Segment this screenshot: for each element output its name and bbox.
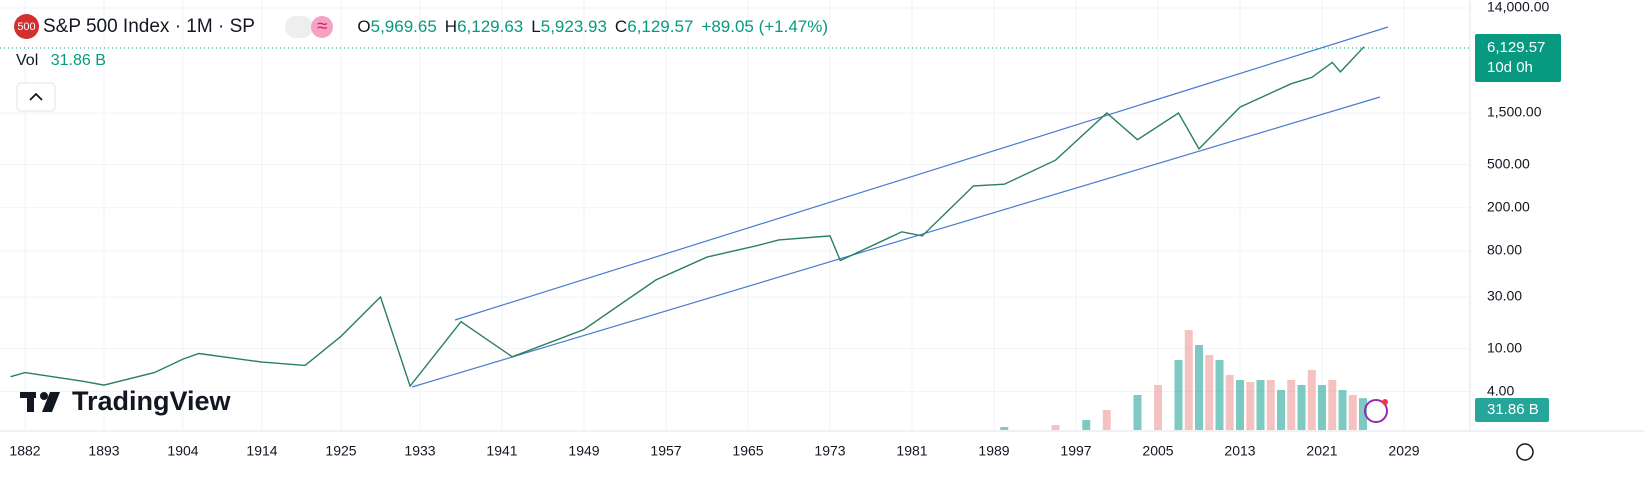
x-tick-label: 1957 [650, 443, 681, 459]
low-label: L [531, 16, 541, 36]
x-tick-label: 1981 [896, 443, 927, 459]
price-badge-countdown: 10d 0h [1487, 59, 1533, 76]
volume-bar [1195, 345, 1203, 430]
legend-header: 500 S&P 500 Index · 1M · SP ≈ O 5,969.65 … [14, 14, 828, 39]
alert-icon[interactable] [1364, 399, 1388, 423]
x-tick-label: 1965 [732, 443, 763, 459]
x-tick-label: 1973 [814, 443, 845, 459]
y-tick-label: 1,500.00 [1487, 104, 1542, 120]
open-value: 5,969.65 [370, 16, 437, 36]
y-tick-label: 30.00 [1487, 288, 1522, 304]
volume-bar [1256, 380, 1265, 430]
channel-upper [454, 26, 1389, 321]
settings-icon[interactable] [1516, 443, 1534, 461]
alert-dot [1382, 399, 1388, 405]
x-tick-label: 1941 [486, 443, 517, 459]
toggle-left[interactable] [284, 15, 313, 38]
volume-legend: Vol 31.86 B [16, 52, 106, 70]
vol-value: 31.86 B [50, 52, 106, 69]
x-tick-label: 2029 [1388, 443, 1419, 459]
volume-bar [1082, 420, 1091, 430]
x-tick-label: 2005 [1142, 443, 1173, 459]
volume-bar [1348, 395, 1357, 430]
low-value: 5,923.93 [540, 16, 607, 36]
volume-bar [1328, 380, 1337, 430]
x-tick-label: 1989 [978, 443, 1009, 459]
volume-bar [1359, 398, 1367, 430]
volume-badge-value: 31.86 B [1487, 401, 1539, 418]
y-tick-label: 4.00 [1487, 382, 1514, 398]
volume-bar [1318, 385, 1326, 430]
volume-bar [1184, 330, 1193, 430]
volume-bar [1246, 382, 1255, 430]
logo: TradingView [20, 386, 232, 416]
volume-bar [1174, 360, 1183, 430]
collapse-button[interactable] [16, 82, 56, 112]
logo-text: TradingView [72, 386, 232, 416]
high-value: 6,129.63 [457, 16, 524, 36]
logo-mark [27, 392, 34, 412]
volume-bar [1266, 380, 1275, 430]
x-tick-label: 1933 [404, 443, 435, 459]
x-tick-label: 1893 [88, 443, 119, 459]
close-value: 6,129.57 [627, 16, 694, 36]
high-label: H [444, 16, 458, 36]
volume-bar [1307, 370, 1316, 430]
volume-bar [1236, 380, 1244, 430]
y-tick-label: 14,000.00 [1487, 0, 1549, 15]
y-tick-label: 80.00 [1487, 242, 1522, 258]
y-tick-label: 500.00 [1487, 155, 1530, 171]
price-badge-value: 6,129.57 [1487, 39, 1545, 56]
logo-mark [42, 392, 60, 412]
y-tick-label: 10.00 [1487, 339, 1522, 355]
price-badge [1475, 34, 1561, 82]
volume-bar [1225, 375, 1234, 430]
x-tick-label: 2021 [1306, 443, 1337, 459]
volume-bar [1215, 360, 1224, 430]
y-tick-label: 200.00 [1487, 198, 1530, 214]
symbol-icon: 500 [14, 14, 39, 39]
volume-bar [1000, 427, 1009, 430]
price-line [10, 46, 1365, 388]
x-tick-label: 1925 [325, 443, 356, 459]
x-tick-label: 2013 [1224, 443, 1255, 459]
toggle-right[interactable]: ≈ [310, 15, 334, 38]
logo-mark [40, 392, 48, 400]
x-tick-label: 1914 [246, 443, 277, 459]
volume-bar [1277, 390, 1285, 430]
x-tick-label: 1904 [167, 443, 198, 459]
x-tick-label: 1949 [568, 443, 599, 459]
symbol-title[interactable]: S&P 500 Index · 1M · SP [43, 15, 255, 37]
volume-bar [1102, 410, 1111, 430]
change-value: +89.05 (+1.47%) [701, 16, 829, 36]
volume-bar [1287, 380, 1296, 430]
volume-bar [1338, 390, 1347, 430]
close-label: C [614, 16, 628, 36]
x-tick-label: 1882 [9, 443, 40, 459]
open-label: O [357, 16, 371, 36]
volume-badge [1475, 398, 1549, 422]
volume-bar [1297, 385, 1306, 430]
collapse-chevron [29, 92, 43, 101]
volume-bar [1133, 395, 1142, 430]
x-tick-label: 1997 [1060, 443, 1091, 459]
volume-bar [1154, 385, 1162, 430]
volume-bar [1051, 425, 1060, 430]
volume-bar [1205, 355, 1214, 430]
vol-label: Vol [16, 52, 39, 69]
channel-lower [411, 96, 1381, 388]
